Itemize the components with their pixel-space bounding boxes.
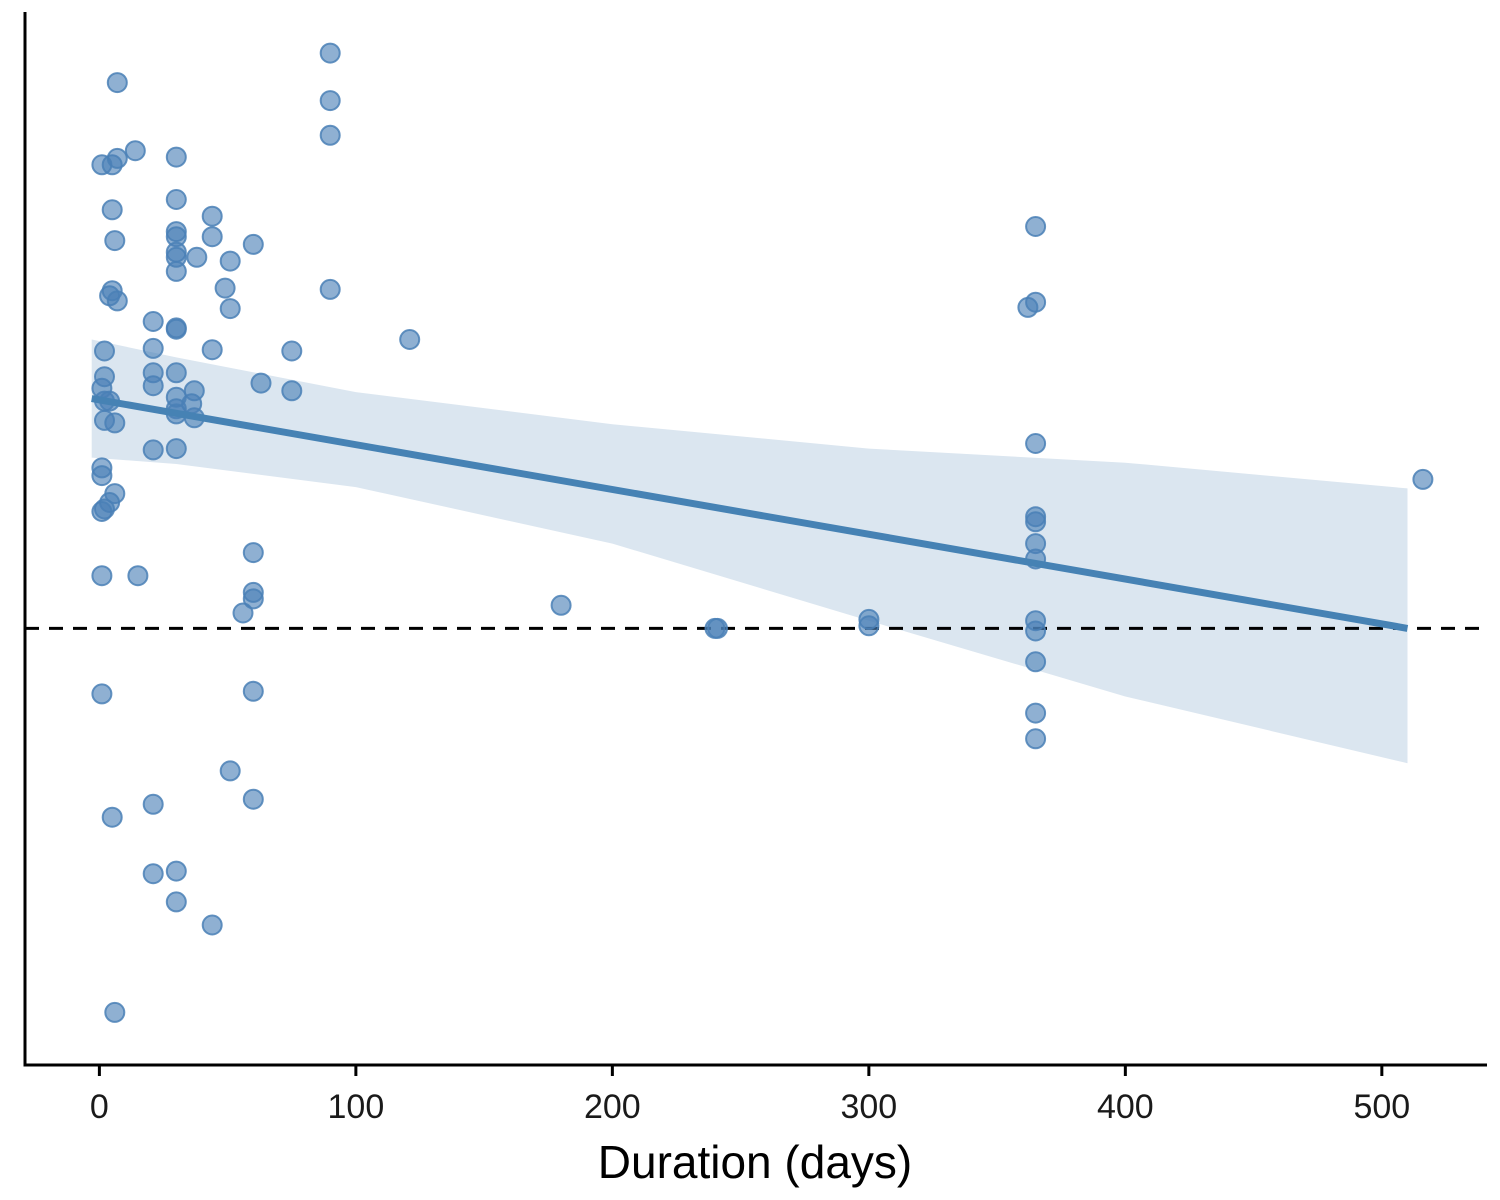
data-point-11: [201, 205, 223, 227]
axes: 0 100 200 300 400 500: [23, 12, 1487, 1126]
data-point-10: [101, 199, 123, 221]
data-point-85: [1412, 468, 1434, 490]
confidence-band: [91, 339, 1408, 764]
data-point-26: [106, 290, 128, 312]
data-point-72: [1025, 216, 1047, 237]
data-point-91: [101, 806, 123, 828]
data-point-71: [858, 615, 880, 637]
data-point-65: [242, 588, 264, 610]
data-point-61: [242, 542, 264, 564]
data-point-69: [707, 617, 728, 639]
data-point-8: [165, 146, 187, 168]
data-point-40: [142, 375, 164, 397]
data-point-27: [219, 298, 241, 320]
data-point-19: [186, 246, 208, 268]
data-point-33: [142, 337, 164, 359]
data-point-94: [165, 891, 187, 913]
data-point-12: [104, 230, 126, 252]
trend-layer: [91, 395, 1409, 632]
x-axis-title: Duration (days): [598, 1136, 912, 1188]
data-point-60: [91, 501, 113, 522]
data-point-0: [106, 72, 128, 94]
data-point-28: [142, 311, 164, 332]
data-point-75: [1025, 433, 1047, 454]
data-point-88: [219, 760, 241, 782]
data-point-23: [319, 278, 341, 300]
data-point-30: [165, 318, 187, 340]
data-point-9: [165, 189, 187, 210]
data-point-95: [201, 914, 223, 936]
data-point-32: [94, 340, 115, 362]
data-point-54: [165, 438, 187, 460]
data-point-67: [550, 594, 572, 616]
data-point-53: [142, 439, 164, 461]
trend-line: [91, 395, 1409, 632]
data-point-34: [201, 339, 223, 361]
data-point-1: [319, 42, 341, 64]
data-point-3: [319, 124, 341, 146]
data-point-15: [201, 226, 223, 248]
data-point-2: [319, 90, 341, 112]
data-point-6: [106, 147, 128, 169]
data-point-63: [127, 565, 149, 587]
data-point-74: [1017, 296, 1039, 318]
x-tick-label-0: 0: [90, 1088, 109, 1126]
data-point-84: [1025, 728, 1047, 750]
data-point-52: [104, 412, 126, 434]
data-point-22: [214, 277, 236, 299]
data-point-7: [124, 140, 146, 162]
data-point-31: [399, 329, 421, 350]
data-point-93: [165, 860, 187, 882]
data-point-56: [91, 465, 113, 487]
data-point-83: [1025, 702, 1047, 724]
data-point-89: [242, 788, 264, 810]
data-point-16: [242, 233, 264, 255]
data-point-20: [219, 250, 241, 272]
data-point-90: [142, 793, 164, 815]
data-point-81: [1025, 620, 1047, 642]
confidence-band-layer: [91, 339, 1408, 764]
data-point-39: [250, 372, 272, 394]
data-point-77: [1025, 511, 1047, 533]
data-point-87: [242, 680, 264, 702]
data-point-43: [281, 380, 303, 402]
data-point-82: [1025, 651, 1047, 673]
data-point-21: [165, 260, 187, 282]
x-tick-label-300: 300: [840, 1088, 897, 1126]
data-point-86: [91, 683, 113, 705]
data-point-96: [104, 1001, 126, 1023]
data-point-35: [281, 340, 303, 362]
data-point-38: [165, 362, 187, 384]
data-point-92: [142, 863, 164, 885]
x-tick-label-400: 400: [1097, 1088, 1154, 1126]
x-tick-label-200: 200: [584, 1088, 641, 1126]
data-point-62: [91, 565, 113, 587]
x-tick-label-500: 500: [1353, 1088, 1410, 1126]
data-point-66: [232, 602, 254, 624]
x-tick-label-100: 100: [328, 1088, 385, 1126]
